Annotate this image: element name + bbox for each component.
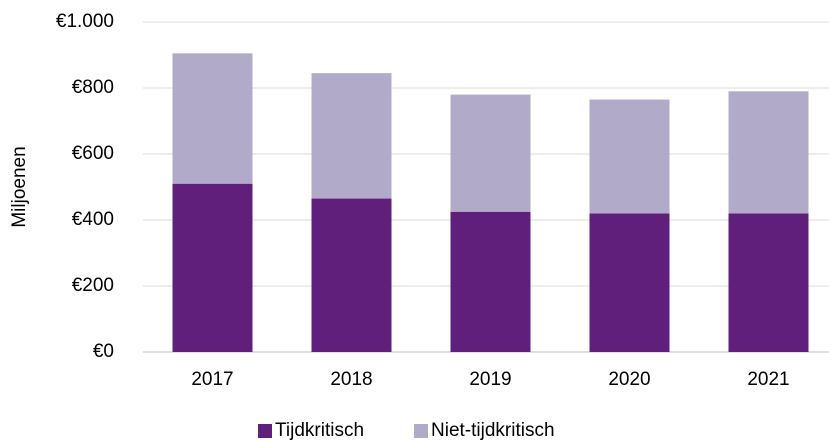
bar-segment [311, 73, 392, 199]
bar-segment [172, 183, 253, 352]
x-tick-label: 2017 [191, 369, 233, 390]
x-tick-label: 2018 [330, 369, 372, 390]
y-tick-label: €400 [72, 209, 114, 230]
x-tick-label: 2020 [608, 369, 650, 390]
legend-label: Tijdkritisch [275, 420, 364, 441]
bar-segment [172, 53, 253, 184]
bar-segment [728, 213, 809, 352]
legend-label: Niet-tijdkritisch [431, 420, 555, 441]
legend-swatch [414, 424, 428, 438]
y-tick-label: €1.000 [56, 11, 114, 32]
legend-swatch [258, 424, 272, 438]
y-tick-label: €600 [72, 143, 114, 164]
y-tick-label: €200 [72, 275, 114, 296]
y-axis-label: Miljoenen [9, 146, 30, 227]
bar-segment [311, 198, 392, 352]
x-tick-label: 2019 [469, 369, 511, 390]
y-tick-label: €0 [93, 341, 114, 362]
bar-segment [589, 99, 670, 214]
bar-segment [450, 211, 531, 352]
bar-segment [728, 91, 809, 214]
y-tick-label: €800 [72, 77, 114, 98]
x-tick-label: 2021 [747, 369, 789, 390]
bar-segment [589, 213, 670, 352]
bar-segment [450, 94, 531, 212]
